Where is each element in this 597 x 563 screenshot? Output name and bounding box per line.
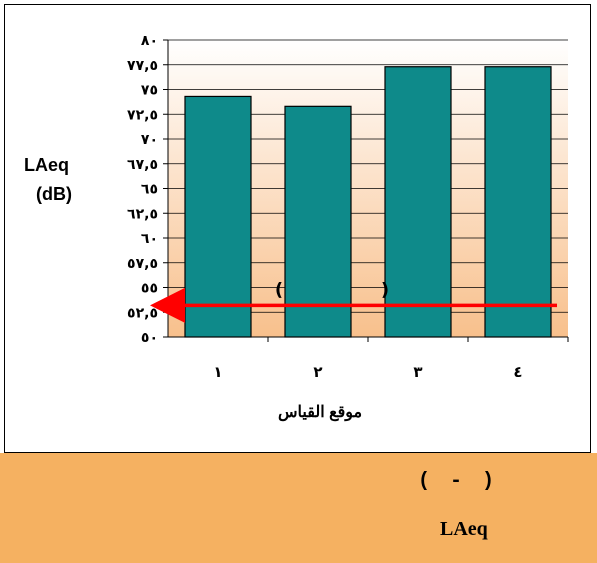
- x-tick-label: ٣: [413, 363, 422, 381]
- caption-line-1: ( - ): [418, 470, 499, 493]
- y-tick-label: ٦٢,٥: [127, 206, 158, 222]
- caption-bar: [0, 453, 597, 563]
- annotation-paren: (: [275, 279, 283, 300]
- x-tick-label: ١: [213, 363, 222, 381]
- chart-plot: ٥٠ ٥٢,٥ ٥٥ ٥٧,٥ ٦٠ ٦٢,٥ ٦٥ ٦٧,٥ ٧٠ ٧٢,٥ ٧٥ ٧٧,٥ ٨٠ ١ ٢…: [127, 33, 569, 381]
- x-tick-label: ٢: [313, 363, 322, 381]
- y-tick-label: ٧٢,٥: [127, 107, 158, 123]
- y-tick-label: ٥٧,٥: [127, 256, 158, 272]
- x-axis-label: موقع القياس: [278, 404, 363, 421]
- y-tick-label: ٦٠: [141, 231, 158, 247]
- y-tick-label: ٥٠: [141, 330, 158, 346]
- y-tick-label: ٦٧,٥: [127, 157, 158, 173]
- annotation-paren: ): [381, 279, 389, 300]
- bar: [384, 66, 452, 338]
- y-tick-label: ٧٥: [141, 83, 158, 99]
- y-tick-label: ٧٧,٥: [127, 58, 158, 74]
- bar: [284, 105, 352, 338]
- caption-line-2: LAeq: [440, 518, 488, 540]
- y-axis-label: LAeq: [24, 155, 69, 175]
- bar: [484, 66, 552, 338]
- x-tick-label: ٤: [513, 363, 522, 381]
- y-axis-unit: (dB): [36, 184, 72, 204]
- y-tick-label: ٧٠: [141, 132, 158, 148]
- bar: [184, 95, 252, 338]
- y-tick-label: ٦٥: [141, 182, 158, 198]
- y-tick-label: ٥٢,٥: [127, 305, 158, 321]
- y-tick-label: ٨٠: [141, 33, 158, 49]
- y-tick-label: ٥٥: [141, 281, 158, 297]
